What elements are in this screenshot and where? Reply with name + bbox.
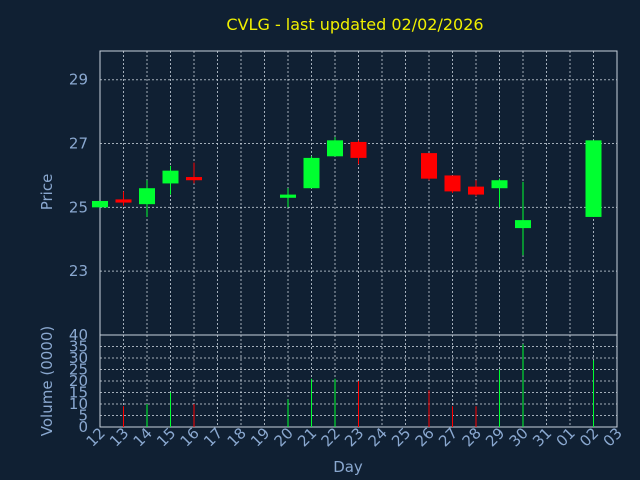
x-tick-label: 27 [435,424,461,450]
x-tick-label: 30 [506,424,532,450]
x-tick-label: 28 [459,424,485,450]
x-tick-label: 31 [529,424,555,450]
volume-tick-label: 30 [69,349,88,367]
x-tick-label: 21 [294,424,320,450]
candle-body [350,141,367,158]
x-tick-label: 25 [388,424,414,450]
candle-body [162,170,179,184]
candle-body [280,194,296,198]
x-tick-label: 20 [271,424,297,450]
price-axis-label: Price [38,174,56,211]
volume-tick-label: 20 [69,372,88,390]
x-tick-label: 29 [482,424,508,450]
x-tick-label: 01 [553,424,579,450]
volume-tick-label: 15 [69,384,88,402]
x-tick-label: 19 [247,424,273,450]
x-tick-label: 02 [576,424,602,450]
volume-tick-label: 25 [69,361,88,379]
volume-tick-label: 0 [78,418,88,436]
x-tick-label: 17 [200,424,226,450]
volume-tick-label: 35 [69,338,88,356]
x-tick-label: 13 [106,424,132,450]
x-tick-label: 15 [153,424,179,450]
chart-title: CVLG - last updated 02/02/2026 [226,15,483,34]
x-tick-label: 24 [365,424,391,450]
x-tick-label: 03 [600,424,626,450]
candle-body [92,200,108,208]
candle-body [444,175,461,192]
price-tick-label: 23 [69,262,88,280]
price-panel: 23 25 27 29 [69,50,618,336]
candle-body [515,220,531,229]
candle-body [186,177,202,181]
x-tick-label: 14 [130,424,156,450]
candle-body [115,199,132,203]
candle-body [303,157,320,189]
candle-body [468,186,484,195]
x-axis-label: Day [333,458,363,476]
volume-tick-label: 10 [69,395,88,413]
x-tick-label: 26 [412,424,438,450]
candle-body [585,140,602,217]
candle-body [139,188,155,205]
price-tick-label: 25 [69,198,88,216]
candle-body [421,153,437,179]
x-axis: 1213141516171819202122232425262728293031… [83,424,626,450]
price-tick-label: 27 [69,135,88,153]
x-tick-label: 22 [318,424,344,450]
candle-body [491,180,508,189]
x-tick-label: 18 [224,424,250,450]
x-tick-label: 16 [177,424,203,450]
candle-body [327,140,343,157]
volume-axis-label: Volume (0000) [38,326,56,436]
x-tick-label: 23 [341,424,367,450]
volume-tick-label: 5 [78,407,88,425]
volume-tick-label: 40 [69,326,88,344]
price-tick-label: 29 [69,71,88,89]
